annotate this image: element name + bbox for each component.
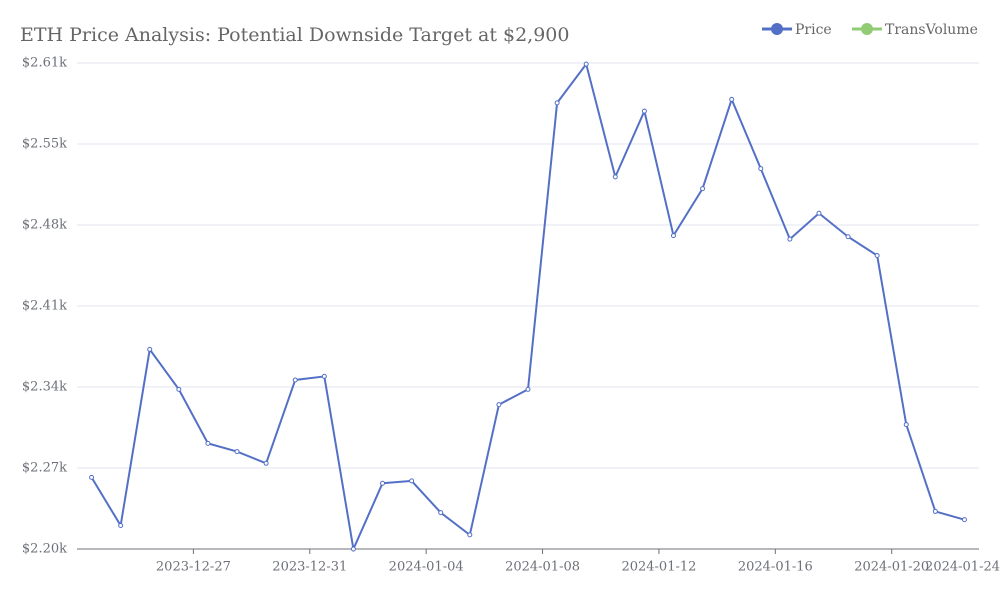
data-point <box>961 517 967 523</box>
data-point <box>525 386 531 392</box>
x-tick-label: 2024-01-20 <box>854 560 929 575</box>
x-tick-label: 2024-01-24 <box>925 560 1000 575</box>
data-point <box>583 61 589 67</box>
data-point <box>89 474 95 480</box>
data-point <box>758 166 764 172</box>
data-point <box>874 253 880 259</box>
data-point <box>816 210 822 216</box>
data-point <box>176 386 182 392</box>
y-tick-label: $2.48k <box>22 218 67 233</box>
legend-label: Price <box>795 22 832 38</box>
data-point <box>787 236 793 242</box>
data-point <box>380 480 386 486</box>
y-tick-label: $2.27k <box>22 461 67 476</box>
data-point <box>438 510 444 516</box>
data-point <box>292 377 298 383</box>
data-point <box>263 460 269 466</box>
legend-marker <box>861 23 873 35</box>
data-point <box>409 478 415 484</box>
chart-title: ETH Price Analysis: Potential Downside T… <box>20 24 569 46</box>
x-tick-label: 2023-12-27 <box>156 560 231 575</box>
data-point <box>612 174 618 180</box>
data-point <box>903 422 909 428</box>
data-point <box>147 346 153 352</box>
x-tick-label: 2023-12-31 <box>272 560 347 575</box>
data-point <box>467 532 473 538</box>
data-point <box>321 373 327 379</box>
data-point <box>496 402 502 408</box>
data-point <box>205 440 211 446</box>
y-tick-label: $2.20k <box>22 542 67 557</box>
data-point <box>234 449 240 455</box>
legend-label: TransVolume <box>885 22 978 38</box>
data-point <box>641 108 647 114</box>
x-tick-label: 2024-01-16 <box>738 560 813 575</box>
price-line <box>90 61 965 553</box>
y-tick-label: $2.55k <box>22 137 67 152</box>
data-point <box>118 523 124 529</box>
data-point <box>554 100 560 106</box>
data-point <box>932 508 938 514</box>
data-point <box>845 234 851 240</box>
data-point <box>700 186 706 192</box>
data-point <box>350 546 356 552</box>
y-tick-label: $2.41k <box>22 299 67 314</box>
y-tick-label: $2.61k <box>22 56 67 71</box>
x-tick-label: 2024-01-08 <box>505 560 580 575</box>
data-point <box>670 233 676 239</box>
legend-marker <box>771 23 783 35</box>
x-tick-label: 2024-01-12 <box>621 560 696 575</box>
data-point <box>729 96 735 102</box>
y-tick-label: $2.34k <box>22 380 67 395</box>
x-tick-label: 2024-01-04 <box>389 560 464 575</box>
